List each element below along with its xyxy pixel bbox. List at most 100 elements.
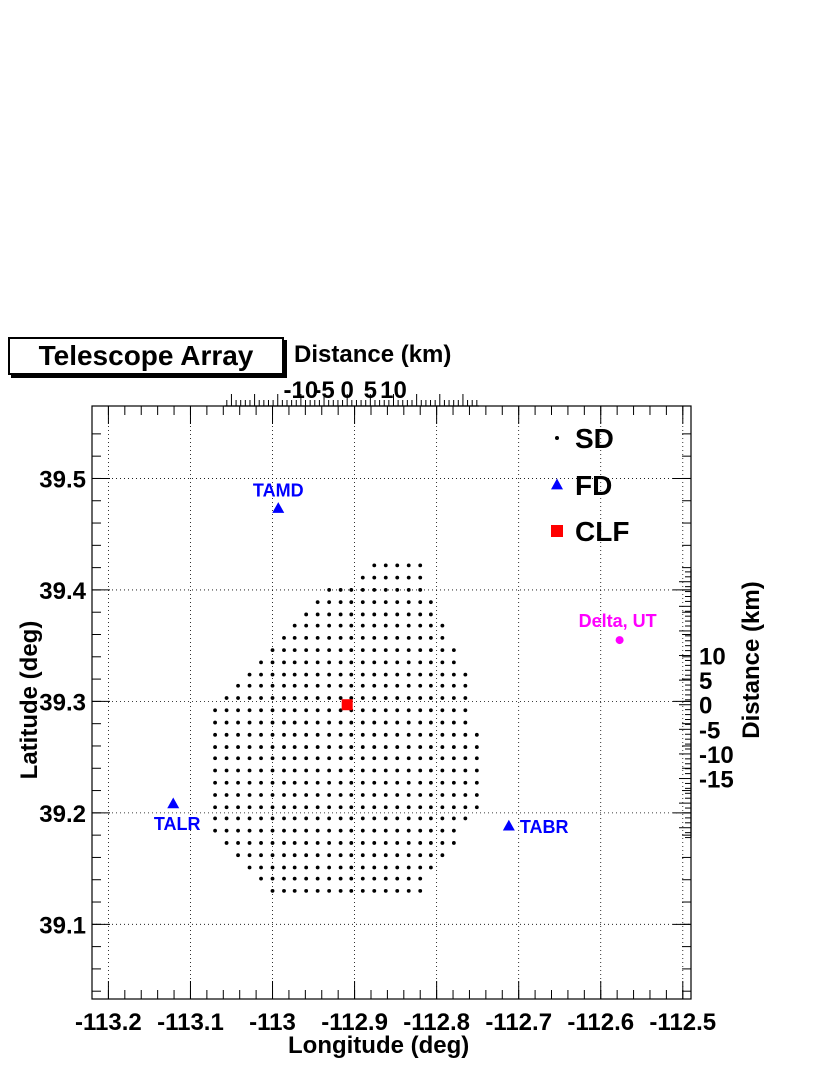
sd-detector (327, 841, 332, 845)
sd-detector (292, 720, 297, 725)
sd-detector (474, 780, 479, 785)
sd-detector (372, 780, 377, 785)
sd-detector (315, 672, 320, 677)
sd-detector (327, 780, 332, 785)
sd-detector (315, 745, 320, 749)
sd-detector (463, 816, 468, 821)
sd-detector (360, 635, 365, 640)
sd-detector (259, 793, 263, 797)
sd-detector (451, 841, 456, 845)
sd-detector (418, 805, 423, 810)
sd-detector (349, 720, 354, 725)
sd-detector (395, 635, 400, 640)
sd-detector (213, 780, 217, 785)
sd-detector (360, 841, 365, 845)
sd-detector (292, 841, 297, 845)
sd-detector (236, 696, 240, 700)
sd-detector (315, 600, 320, 605)
sd-detector (395, 683, 400, 688)
sd-detector (315, 816, 320, 821)
sd-detector (360, 876, 365, 881)
sd-detector (315, 756, 320, 761)
sd-detector (383, 623, 388, 628)
sd-detector (428, 720, 433, 725)
sd-detector (360, 768, 365, 773)
sd-detector (338, 768, 343, 773)
sd-detector (383, 708, 388, 713)
sd-detector (315, 888, 320, 893)
sd-detector (383, 768, 388, 773)
sd-detector (428, 683, 433, 688)
y-tick-label: 39.5 (39, 466, 86, 493)
sd-detector (259, 853, 263, 858)
sd-detector (440, 768, 445, 773)
sd-detector (224, 720, 229, 725)
sd-detector (406, 793, 411, 797)
sd-detector (304, 732, 309, 737)
sd-detector (406, 708, 411, 713)
sd-detector (428, 780, 433, 785)
fd-station-marker (167, 797, 180, 809)
sd-detector (463, 745, 468, 749)
sd-detector (406, 683, 411, 688)
sd-detector (224, 805, 229, 810)
sd-detector (428, 853, 433, 858)
sd-detector (304, 816, 309, 821)
sd-detector (418, 888, 423, 893)
sd-detector (395, 732, 400, 737)
sd-detector (451, 756, 456, 761)
sd-detector (428, 828, 433, 833)
sd-detectors (213, 563, 479, 893)
sd-detector (259, 805, 263, 810)
sd-detector (247, 672, 252, 677)
sd-detector (327, 683, 332, 688)
sd-detector (451, 805, 456, 810)
sd-detector (213, 756, 217, 761)
sd-detector (451, 745, 456, 749)
sd-detector (395, 623, 400, 628)
sd-detector (383, 816, 388, 821)
sd-detector (304, 612, 309, 617)
sd-detector (213, 805, 217, 810)
sd-detector (474, 793, 479, 797)
sd-detector (451, 816, 456, 821)
sd-detector (270, 696, 275, 700)
sd-detector (428, 805, 433, 810)
sd-detector (282, 745, 286, 749)
sd-detector (259, 865, 263, 870)
sd-detector (418, 865, 423, 870)
sd-detector (247, 683, 252, 688)
x-axis-title: Longitude (deg) (288, 1032, 470, 1059)
sd-detector (315, 696, 320, 700)
sd-detector (406, 780, 411, 785)
sd-detector (349, 600, 354, 605)
sd-detector (282, 720, 286, 725)
sd-detector (292, 660, 297, 665)
sd-detector (360, 720, 365, 725)
sd-detector (395, 563, 400, 568)
sd-detector (451, 768, 456, 773)
sd-detector (247, 828, 252, 833)
sd-detector (338, 672, 343, 677)
sd-detector (236, 756, 240, 761)
sd-detector (395, 648, 400, 653)
sd-detector (395, 841, 400, 845)
sd-detector (327, 648, 332, 653)
sd-detector (213, 816, 217, 821)
sd-detector (304, 708, 309, 713)
sd-detector (418, 683, 423, 688)
sd-detector (247, 756, 252, 761)
sd-detector (463, 708, 468, 713)
sd-detector (418, 841, 423, 845)
sd-detector (395, 672, 400, 677)
sd-detector (463, 768, 468, 773)
sd-detector (383, 793, 388, 797)
sd-detector (428, 696, 433, 700)
sd-detector (406, 841, 411, 845)
sd-detector (224, 841, 229, 845)
sd-detector (360, 696, 365, 700)
sd-detector (349, 828, 354, 833)
sd-detector (213, 828, 217, 833)
fd-station-label: TABR (520, 817, 569, 837)
